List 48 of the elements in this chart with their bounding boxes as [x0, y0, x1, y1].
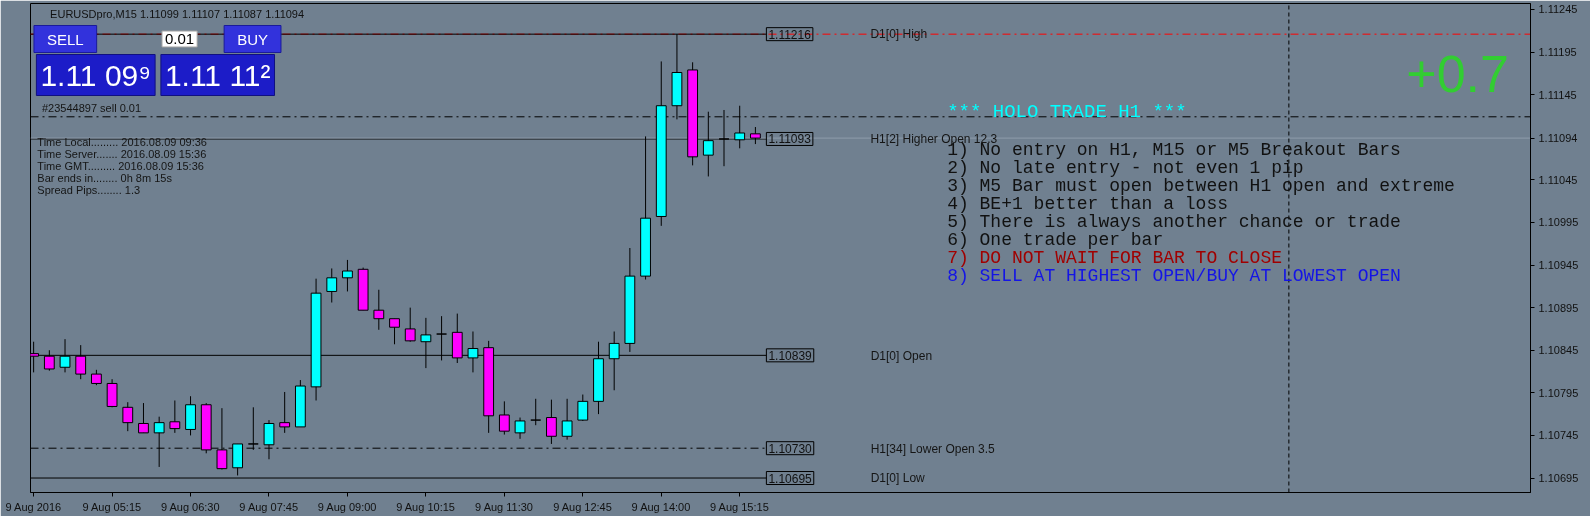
- x-tick-label: 9 Aug 10:15: [396, 500, 455, 513]
- annotation: Time Local......... 2016.08.09 09:36: [37, 136, 207, 149]
- annotation: SELL: [46, 30, 84, 48]
- x-tick-label: 9 Aug 11:30: [475, 500, 533, 513]
- y-tick-label: 1.10995: [1538, 216, 1579, 229]
- annotation: Time Server....... 2016.08.09 15:36: [37, 148, 207, 161]
- annotation: #23544897 sell 0.01: [42, 101, 142, 114]
- annotation: 1.11 11²: [164, 58, 271, 92]
- annotation: BUY: [237, 30, 268, 48]
- annotation: *** HOLO TRADE H1 ***: [947, 100, 1187, 123]
- annotation: 0.01: [164, 30, 195, 47]
- annotation: Time GMT......... 2016.08.09 15:36: [37, 160, 204, 173]
- annotation: Spread Pips........ 1.3: [37, 184, 141, 197]
- y-tick-label: 1.10695: [1538, 472, 1579, 485]
- annotation: D1[0] High: [870, 27, 928, 42]
- y-tick-label: 1.11094: [1538, 132, 1578, 145]
- x-tick-label: 9 Aug 05:15: [82, 500, 142, 513]
- y-tick-label: 1.11045: [1538, 173, 1578, 186]
- x-tick-label: 9 Aug 12:45: [553, 500, 612, 513]
- x-tick-label: 9 Aug 06:30: [160, 500, 220, 513]
- x-tick-label: 9 Aug 2016: [5, 500, 62, 513]
- ref-line-label: 1.10839: [768, 348, 813, 363]
- annotation: 1.11 09⁹: [40, 58, 152, 92]
- ref-line-label: 1.10730: [768, 441, 813, 456]
- ref-line-label: 1.11093: [768, 132, 812, 147]
- y-tick-label: 1.10945: [1538, 259, 1579, 272]
- y-tick-label: 1.10745: [1538, 429, 1579, 442]
- annotation: D1[0] Open: [870, 348, 933, 363]
- annotation: D1[0] Low: [870, 471, 926, 486]
- ref-line-label: 1.11216: [768, 27, 812, 42]
- y-tick-label: 1.10795: [1538, 386, 1579, 399]
- x-tick-label: 9 Aug 15:15: [710, 500, 769, 513]
- annotation: 8) SELL AT HIGHEST OPEN/BUY AT LOWEST OPEN: [947, 265, 1401, 286]
- y-tick-label: 1.10845: [1538, 344, 1579, 357]
- y-tick-label: 1.11145: [1538, 88, 1577, 101]
- ref-line-label: 1.10695: [768, 471, 813, 486]
- x-tick-label: 9 Aug 07:45: [239, 500, 299, 513]
- annotation: 5) There is always another chance or trade: [947, 211, 1401, 232]
- annotation: H1[34] Lower Open 3.5: [870, 441, 996, 456]
- annotation: Bar ends in........ 0h 8m 15s: [37, 172, 173, 185]
- annotation: 4) BE+1 better than a loss: [947, 193, 1229, 214]
- y-tick-label: 1.10895: [1538, 301, 1579, 314]
- annotation: +0.7: [1406, 44, 1509, 103]
- y-tick-label: 1.11245: [1538, 3, 1578, 16]
- x-tick-label: 9 Aug 09:00: [317, 500, 377, 513]
- x-tick-label: 9 Aug 14:00: [631, 500, 691, 513]
- chart-title: EURUSDpro,M15 1.11099 1.11107 1.11087 1.11094: [50, 7, 305, 20]
- y-tick-label: 1.11195: [1538, 46, 1577, 59]
